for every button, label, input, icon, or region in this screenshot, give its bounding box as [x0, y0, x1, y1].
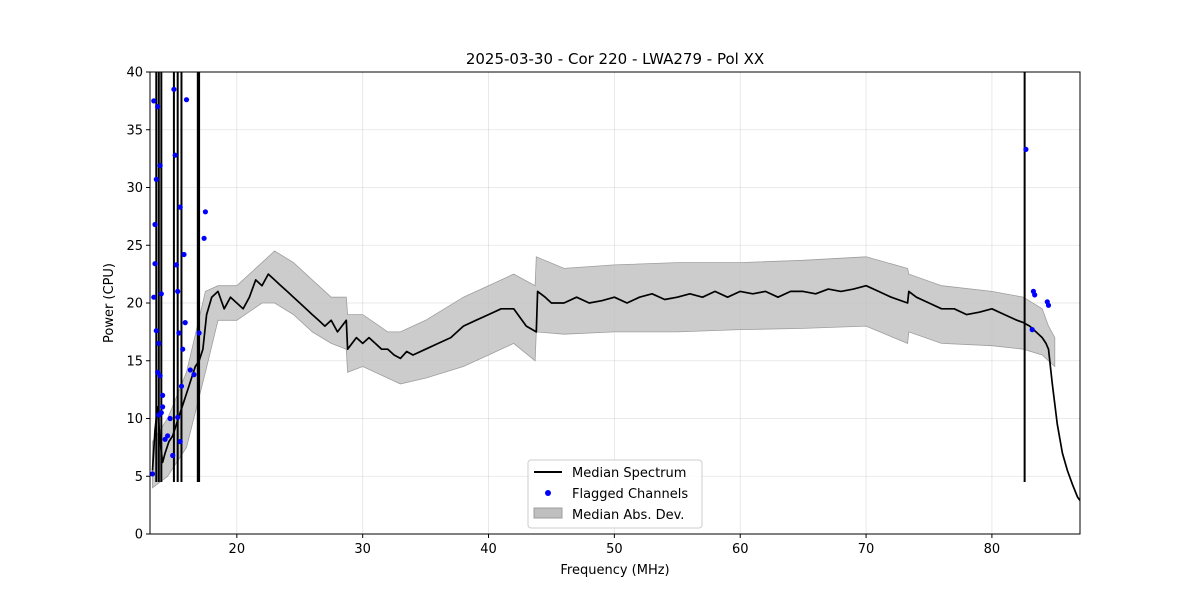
flagged-point	[183, 97, 190, 103]
x-tick: 40	[480, 534, 497, 557]
flagged-point	[178, 383, 185, 389]
plot-area	[150, 72, 1080, 501]
legend-flagged-label: Flagged Channels	[572, 487, 688, 502]
flagged-point	[155, 104, 161, 110]
flagged-point	[152, 221, 158, 228]
legend-mad-label: Median Abs. Dev.	[572, 508, 684, 523]
flagged-point	[196, 330, 202, 336]
mad-band	[152, 250, 1056, 489]
x-tick-label: 50	[606, 542, 623, 557]
x-tick: 60	[732, 534, 749, 557]
flagged-point	[160, 392, 166, 398]
flagged-point	[177, 439, 183, 445]
flagged-point	[165, 433, 171, 439]
flagged-point	[1023, 146, 1029, 152]
flagged-point	[180, 346, 186, 352]
y-tick: 15	[126, 354, 150, 369]
flagged-point	[171, 86, 177, 92]
x-axis-label: Frequency (MHz)	[560, 563, 669, 578]
x-axis: 20 30 40 50 60 70 80	[229, 534, 1001, 557]
flagged-point	[172, 152, 178, 158]
y-tick: 10	[126, 412, 150, 427]
chart-title: 2025-03-30 - Cor 220 - LWA279 - Pol XX	[466, 50, 764, 68]
flagged-point	[1045, 302, 1052, 308]
flagged-point	[153, 176, 159, 182]
x-tick-label: 70	[858, 542, 875, 557]
x-tick: 70	[858, 534, 875, 557]
flagged-point	[170, 452, 176, 459]
legend-mad-swatch	[533, 507, 563, 519]
y-tick: 0	[135, 528, 150, 543]
y-tick: 40	[126, 66, 150, 81]
y-tick: 30	[126, 181, 150, 196]
flagged-point	[173, 262, 179, 268]
x-tick-label: 30	[354, 542, 371, 557]
flagged-point	[202, 209, 208, 215]
flagged-point	[151, 294, 157, 300]
y-tick-label: 0	[135, 528, 143, 543]
legend-flagged-swatch	[545, 490, 551, 496]
flagged-point	[175, 288, 181, 294]
flagged-point	[158, 291, 164, 297]
x-tick-label: 40	[480, 542, 497, 557]
flagged-point	[177, 204, 183, 210]
legend-box	[527, 459, 703, 529]
y-tick-label: 30	[126, 181, 143, 196]
x-tick: 30	[354, 534, 371, 557]
x-tick: 20	[229, 534, 246, 557]
flagged-point	[167, 415, 173, 422]
y-axis: 0 5 10 15 20 25 30 35 40	[126, 66, 150, 543]
flagged-point	[156, 340, 162, 346]
flagged-point	[201, 235, 207, 241]
y-tick-label: 25	[126, 239, 143, 254]
median-spectrum-line	[151, 273, 1080, 501]
flagged-point	[153, 328, 159, 334]
y-tick: 20	[126, 297, 150, 312]
y-tick-label: 35	[126, 123, 143, 138]
flagged-point	[157, 163, 163, 169]
y-tick-label: 40	[126, 66, 143, 81]
y-tick-label: 20	[126, 297, 143, 312]
y-axis-label: Power (CPU)	[102, 263, 117, 343]
y-tick-label: 5	[135, 470, 143, 485]
flagged-point	[151, 98, 157, 104]
x-tick: 50	[606, 534, 623, 557]
flagged-point	[150, 471, 156, 477]
flagged-point	[158, 410, 164, 416]
y-tick-label: 10	[126, 412, 143, 427]
flagged-point	[181, 251, 187, 258]
x-tick-label: 20	[229, 542, 246, 557]
flagged-point	[187, 367, 193, 373]
x-tick-label: 60	[732, 542, 749, 557]
y-tick: 5	[135, 470, 150, 485]
flagged-point	[1029, 327, 1035, 333]
y-tick: 25	[126, 239, 150, 254]
flagged-point	[152, 261, 158, 267]
flagged-point	[1032, 292, 1038, 298]
flagged-point	[160, 404, 166, 410]
flagged-point	[176, 330, 182, 336]
y-tick: 35	[126, 123, 150, 138]
flagged-point	[175, 414, 181, 420]
legend-median-label: Median Spectrum	[572, 466, 686, 481]
flagged-point	[157, 373, 163, 379]
y-tick-label: 15	[126, 354, 143, 369]
flagged-point	[182, 320, 188, 326]
flagged-point	[191, 372, 197, 378]
x-tick: 80	[984, 534, 1001, 557]
plot-clip-group	[150, 72, 1080, 501]
x-tick-label: 80	[984, 542, 1001, 557]
legend: Median Spectrum Flagged Channels Median …	[527, 459, 703, 529]
